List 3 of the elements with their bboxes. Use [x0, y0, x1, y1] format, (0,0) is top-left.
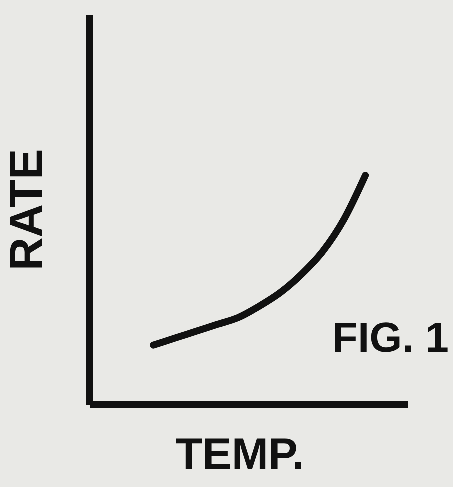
x-axis-title: TEMP.	[176, 430, 304, 480]
annotation: FIG. 1	[332, 314, 449, 362]
y-axis-title: RATE	[0, 149, 53, 271]
